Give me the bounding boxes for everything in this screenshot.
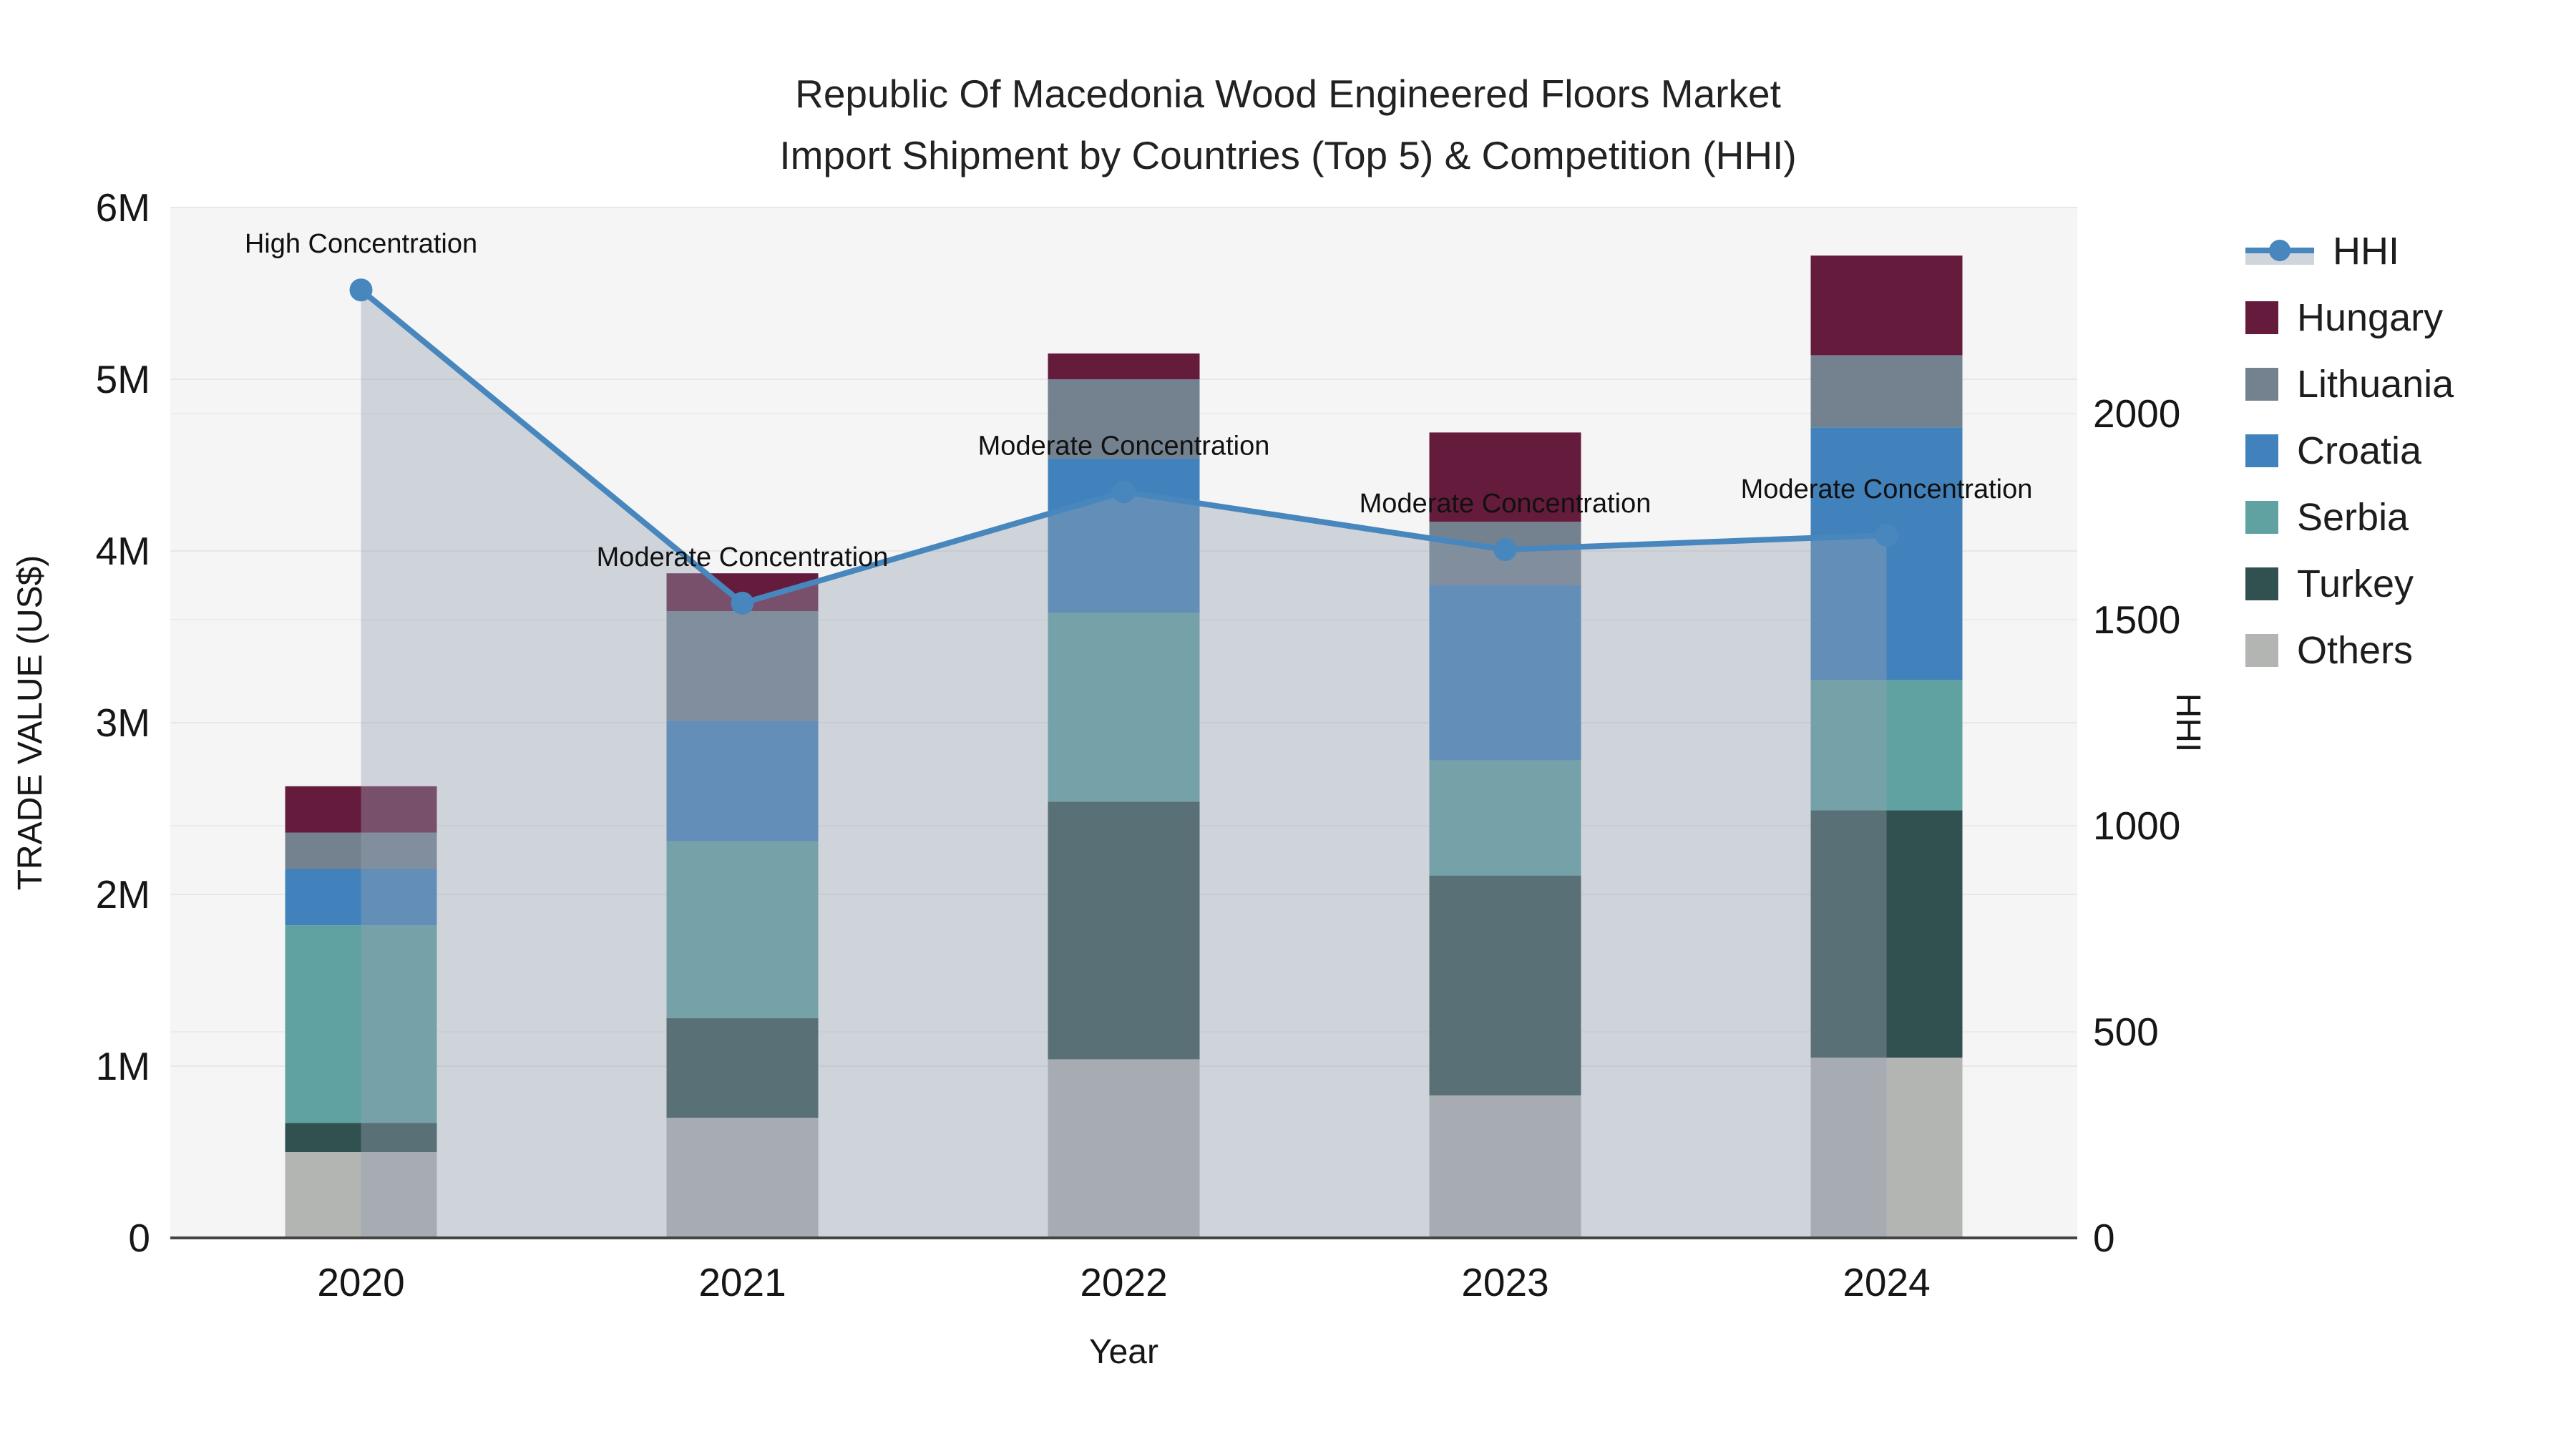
y-axis-title: TRADE VALUE (US$)	[11, 555, 49, 891]
hhi-tick-1500: 1500	[2093, 597, 2180, 642]
hhi-area-fill	[361, 290, 1887, 1239]
legend-item-croatia[interactable]: Croatia	[2245, 427, 2454, 474]
legend-swatch-lithuania	[2245, 368, 2278, 401]
y-tick-1M: 1M	[96, 1044, 150, 1088]
legend-swatch-serbia	[2245, 501, 2278, 534]
annotation-2022: Moderate Concentration	[978, 431, 1270, 461]
bar-segment-others-2022[interactable]	[1048, 1059, 1200, 1238]
hhi-line-icon	[2245, 235, 2314, 268]
legend: HHI Hungary Lithuania Croatia Serbia Turkey Ot…	[2245, 228, 2454, 674]
x-tick-2023: 2023	[1461, 1260, 1548, 1304]
bar-segment-croatia-2024[interactable]	[1810, 427, 1963, 680]
legend-item-turkey[interactable]: Turkey	[2245, 560, 2454, 608]
hhi-marker-2023[interactable]	[1493, 538, 1517, 562]
hhi-marker-2024[interactable]	[1875, 523, 1898, 547]
annotation-2024: Moderate Concentration	[1741, 474, 2033, 504]
legend-item-hungary[interactable]: Hungary	[2245, 294, 2454, 341]
hhi-tick-500: 500	[2093, 1010, 2159, 1054]
bar-segment-serbia-2021[interactable]	[666, 841, 819, 1018]
bar-segment-turkey-2021[interactable]	[666, 1018, 819, 1118]
bar-segment-croatia-2023[interactable]	[1429, 585, 1581, 761]
x-tick-2022: 2022	[1080, 1260, 1167, 1304]
bar-segment-croatia-2020[interactable]	[285, 869, 437, 926]
y-tick-5M: 5M	[96, 357, 150, 401]
x-tick-2020: 2020	[317, 1260, 404, 1304]
y-tick-2M: 2M	[96, 872, 150, 917]
bar-segment-hungary-2024[interactable]	[1810, 255, 1963, 356]
legend-swatch-turkey	[2245, 567, 2278, 600]
legend-label-hhi: HHI	[2333, 230, 2399, 273]
bar-segment-hungary-2022[interactable]	[1048, 353, 1200, 379]
bar-segment-serbia-2022[interactable]	[1048, 613, 1200, 802]
annotation-2020: High Concentration	[245, 229, 477, 259]
bar-segment-lithuania-2024[interactable]	[1810, 355, 1963, 428]
bar-segment-others-2024[interactable]	[1810, 1058, 1963, 1238]
y-tick-4M: 4M	[96, 529, 150, 573]
hhi-marker-2021[interactable]	[731, 591, 754, 615]
bar-segment-turkey-2024[interactable]	[1810, 810, 1963, 1058]
legend-label-turkey: Turkey	[2297, 562, 2414, 605]
legend-item-lithuania[interactable]: Lithuania	[2245, 361, 2454, 408]
legend-item-serbia[interactable]: Serbia	[2245, 494, 2454, 541]
annotation-2023: Moderate Concentration	[1360, 489, 1652, 519]
annotation-2021: Moderate Concentration	[597, 542, 889, 572]
legend-swatch-others	[2245, 634, 2278, 667]
legend-label-others: Others	[2297, 629, 2414, 672]
chart-title-line2: Import Shipment by Countries (Top 5) & C…	[779, 133, 1797, 177]
bar-segment-turkey-2023[interactable]	[1429, 875, 1581, 1096]
x-tick-2021: 2021	[698, 1260, 786, 1304]
bar-segment-croatia-2021[interactable]	[666, 721, 819, 841]
legend-item-hhi[interactable]: HHI	[2245, 228, 2454, 275]
y-tick-3M: 3M	[96, 701, 150, 745]
x-tick-2024: 2024	[1843, 1260, 1930, 1304]
chart-title: Republic Of Macedonia Wood Engineered Fl…	[701, 63, 1875, 186]
bar-segment-lithuania-2022[interactable]	[1048, 379, 1200, 459]
x-axis-title: Year	[1089, 1333, 1158, 1371]
bar-segment-lithuania-2020[interactable]	[285, 832, 437, 869]
bar-segment-serbia-2020[interactable]	[285, 925, 437, 1123]
bar-segment-serbia-2024[interactable]	[1810, 680, 1963, 811]
hhi-tick-1000: 1000	[2093, 804, 2180, 848]
bar-segment-turkey-2022[interactable]	[1048, 801, 1200, 1060]
hhi-marker-2020[interactable]	[349, 278, 373, 302]
y-tick-6M: 6M	[96, 185, 150, 230]
chart-title-line1: Republic Of Macedonia Wood Engineered Fl…	[795, 72, 1781, 116]
bar-segment-hungary-2023[interactable]	[1429, 432, 1581, 522]
bar-segment-others-2021[interactable]	[666, 1118, 819, 1238]
hhi-marker-2022[interactable]	[1112, 480, 1136, 504]
bar-segment-lithuania-2021[interactable]	[666, 611, 819, 721]
y-tick-0: 0	[128, 1216, 150, 1260]
hhi-tick-0: 0	[2093, 1216, 2115, 1260]
legend-label-serbia: Serbia	[2297, 496, 2409, 539]
bar-segment-serbia-2023[interactable]	[1429, 760, 1581, 876]
bar-segment-hungary-2020[interactable]	[285, 786, 437, 833]
legend-item-others[interactable]: Others	[2245, 627, 2454, 674]
hhi-tick-2000: 2000	[2093, 391, 2180, 436]
y2-axis-title: HHI	[2169, 693, 2207, 753]
bar-segment-turkey-2020[interactable]	[285, 1123, 437, 1152]
bar-segment-others-2023[interactable]	[1429, 1095, 1581, 1238]
legend-label-hungary: Hungary	[2297, 296, 2444, 339]
legend-label-croatia: Croatia	[2297, 429, 2422, 472]
legend-label-lithuania: Lithuania	[2297, 363, 2454, 406]
legend-swatch-croatia	[2245, 434, 2278, 467]
bar-segment-others-2020[interactable]	[285, 1152, 437, 1238]
legend-swatch-hungary	[2245, 301, 2278, 334]
